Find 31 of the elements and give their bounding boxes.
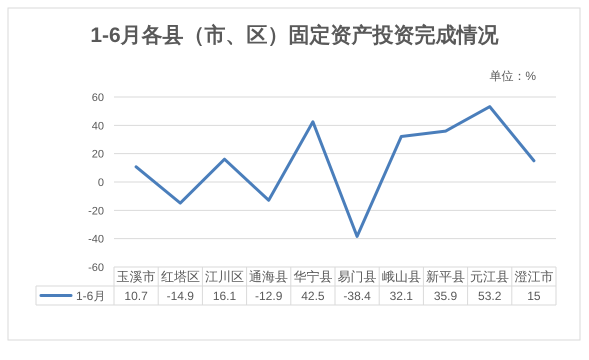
y-tick-label: -60 [88,262,104,274]
y-tick-label: 60 [92,92,104,104]
y-tick-label: -20 [88,205,104,218]
data-label: -38.4 [343,289,372,303]
y-tick-label: 20 [92,148,104,161]
y-tick-label: 0 [98,177,104,189]
y-tick-label: 40 [92,120,104,132]
chart-title: 1-6月各县（市、区）固定资产投资完成情况 [90,23,500,47]
x-tick-label: 峨山县 [382,269,421,284]
data-label: -12.9 [255,289,283,303]
data-label: 10.7 [124,289,148,303]
x-tick-label: 江川区 [205,269,244,284]
data-label: 15 [527,289,541,303]
data-label: -14.9 [166,289,194,303]
data-label: 32.1 [390,289,414,303]
text: 单位：% [489,69,536,83]
line-series [134,105,536,238]
data-label: 42.5 [301,289,325,303]
x-tick-label: 玉溪市 [116,269,156,284]
legend-label: 1-6月 [76,289,106,303]
data-label: 16.1 [212,289,236,303]
x-tick-label: 通海县 [249,269,288,284]
y-tick-label: -40 [88,234,104,246]
x-tick-label: 澄江市 [514,269,554,284]
x-tick-label: 易门县 [338,269,377,284]
data-label: 53.2 [478,289,502,303]
data-label: 35.9 [434,289,458,303]
x-tick-label: 元江县 [470,269,510,284]
x-tick-label: 新平县 [426,269,465,284]
x-tick-label: 红塔区 [160,269,200,284]
x-tick-label: 华宁县 [293,269,332,284]
